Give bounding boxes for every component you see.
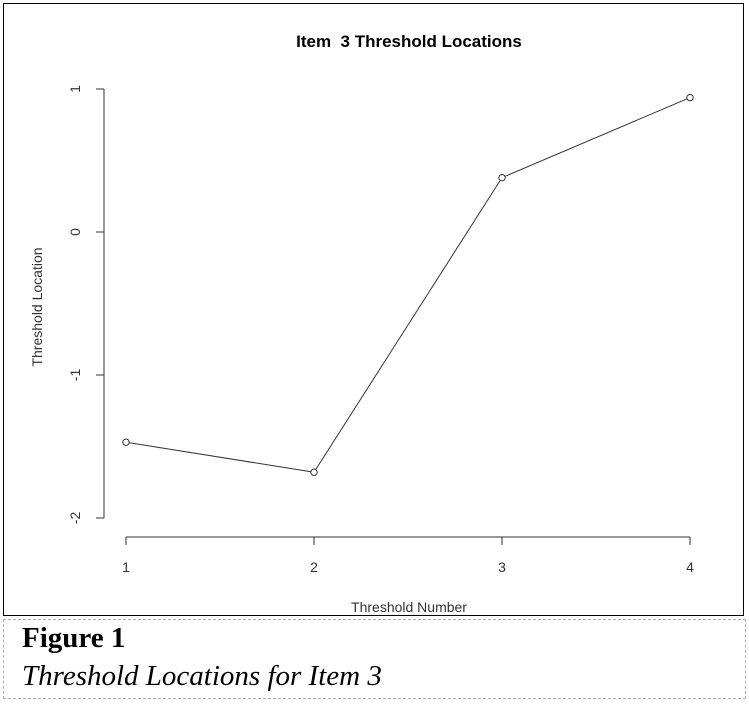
- series-line-segment: [313, 177, 503, 473]
- series-line-segment: [125, 441, 315, 473]
- series-line-segment: [501, 97, 691, 179]
- chart-frame: Item 3 Threshold Locations Threshold Num…: [3, 3, 744, 616]
- chart-title: Item 3 Threshold Locations: [296, 32, 522, 51]
- data-point-marker: [498, 173, 506, 182]
- data-series: [122, 93, 694, 476]
- figure-caption-box: Figure 1 Threshold Locations for Item 3: [3, 619, 746, 699]
- figure-label: Figure 1: [22, 622, 126, 654]
- x-tick-label: 4: [686, 559, 694, 575]
- y-axis-label: Threshold Location: [29, 247, 45, 366]
- y-tick-label: -2: [67, 512, 83, 525]
- y-tick-label: 0: [67, 228, 83, 236]
- x-tick-label: 1: [122, 559, 130, 575]
- x-tick-label: 2: [310, 559, 318, 575]
- data-point-marker: [122, 438, 130, 446]
- data-point-marker: [310, 468, 318, 476]
- y-tick-label: 1: [67, 85, 83, 93]
- data-point-marker: [686, 93, 694, 102]
- x-tick-label: 3: [498, 559, 506, 575]
- chart-area: Item 3 Threshold Locations Threshold Num…: [29, 32, 694, 615]
- axes: 1 2 3 4 -2 -1 0 1: [67, 85, 694, 575]
- figure-caption: Threshold Locations for Item 3: [22, 660, 382, 692]
- x-axis-label: Threshold Number: [351, 599, 467, 615]
- y-tick-label: -1: [67, 369, 83, 382]
